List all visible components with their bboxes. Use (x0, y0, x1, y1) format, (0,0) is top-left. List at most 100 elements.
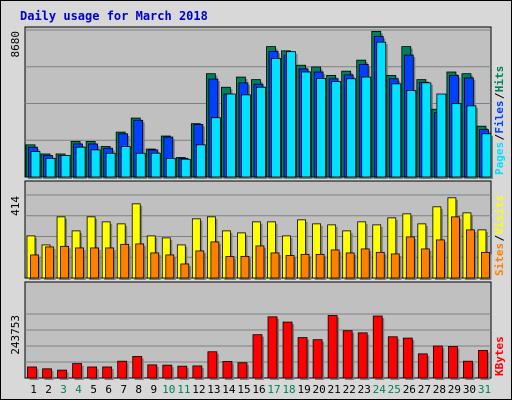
bar-sites-day-15 (240, 255, 250, 279)
x-tick-label-day-23: 23 (358, 383, 371, 396)
bar-pages-day-26 (406, 90, 417, 178)
bar-kbytes-day-12 (192, 365, 203, 379)
bar-kbytes-day-21 (327, 315, 338, 379)
bar-pages-day-9 (150, 152, 161, 178)
bar-kbytes-day-16 (252, 334, 263, 379)
bar-pages-day-21 (331, 81, 342, 178)
bar-pages-day-6 (105, 152, 116, 178)
bar-sites-day-10 (165, 254, 175, 279)
bar-kbytes-day-8 (132, 356, 143, 379)
bar-kbytes-day-9 (147, 364, 158, 379)
bar-kbytes-day-26 (402, 337, 413, 379)
x-tick-label-day-11: 11 (177, 383, 190, 396)
bar-kbytes-day-10 (162, 364, 173, 379)
bar-sites-day-22 (345, 252, 355, 279)
x-tick-label-day-14: 14 (222, 383, 236, 396)
bar-kbytes-day-20 (312, 339, 323, 379)
x-tick-label-day-10: 10 (162, 383, 175, 396)
bar-pages-day-28 (436, 93, 447, 178)
bar-pages-day-24 (376, 41, 387, 178)
bar-pages-day-4 (75, 146, 86, 178)
x-tick-label-day-8: 8 (135, 383, 142, 396)
x-tick-label-day-27: 27 (418, 383, 431, 396)
bar-kbytes-day-3 (57, 369, 67, 379)
legend-sites: Sites (493, 243, 506, 276)
bar-kbytes-day-1 (27, 366, 37, 379)
bar-kbytes-day-18 (282, 321, 293, 379)
chart-title: Daily usage for March 2018 (20, 9, 208, 23)
bar-sites-day-11 (180, 263, 190, 279)
bar-sites-day-24 (375, 251, 385, 279)
bar-sites-day-25 (390, 253, 400, 279)
x-tick-label-day-30: 30 (463, 383, 476, 396)
bar-sites-day-19 (300, 253, 310, 279)
bar-sites-day-4 (75, 247, 84, 279)
bar-pages-day-27 (421, 82, 432, 178)
panel-hits-files-pages-ymax-label: 8680 (9, 31, 22, 58)
bar-sites-day-28 (435, 239, 445, 279)
bar-kbytes-day-14 (222, 361, 233, 379)
bar-pages-day-12 (195, 144, 206, 178)
panel-visits-sites-ymax-label: 414 (9, 196, 22, 216)
bar-sites-day-5 (90, 247, 100, 279)
x-tick-label-day-16: 16 (252, 383, 265, 396)
bar-pages-day-16 (256, 86, 266, 178)
bar-kbytes-day-25 (387, 336, 398, 379)
bar-pages-day-25 (391, 83, 402, 178)
bar-kbytes-day-17 (267, 316, 278, 379)
bar-kbytes-day-22 (342, 330, 353, 379)
x-tick-label-day-7: 7 (120, 383, 127, 396)
bar-sites-day-12 (195, 250, 205, 279)
bar-sites-day-7 (120, 243, 130, 279)
panels-layer: 8680Pages/Files/Hits414Sites/Visits24375… (9, 26, 506, 396)
bar-kbytes-day-30 (463, 360, 473, 379)
bar-pages-day-2 (45, 157, 56, 178)
bar-pages-day-29 (451, 103, 462, 178)
bar-kbytes-day-29 (448, 346, 458, 379)
legend-files: Files (493, 100, 506, 133)
bar-kbytes-day-31 (478, 350, 488, 379)
bar-sites-day-18 (285, 255, 295, 279)
bar-sites-day-16 (255, 245, 265, 279)
legend-separator: / (493, 92, 506, 99)
x-tick-label-day-3: 3 (60, 383, 67, 396)
legend-kbytes: KBytes (493, 336, 506, 376)
bar-kbytes-day-13 (207, 351, 218, 379)
bar-pages-day-17 (271, 58, 281, 178)
bar-pages-day-3 (60, 155, 71, 178)
bar-kbytes-day-19 (297, 337, 308, 379)
bar-pages-day-11 (180, 158, 191, 178)
x-tick-label-day-17: 17 (267, 383, 280, 396)
bar-kbytes-day-7 (117, 360, 128, 379)
bar-kbytes-day-5 (87, 366, 98, 379)
x-tick-label-day-29: 29 (448, 383, 461, 396)
bar-sites-day-14 (225, 256, 235, 279)
legend-visits: Visits (493, 195, 506, 235)
x-tick-label-day-12: 12 (192, 383, 205, 396)
x-tick-label-day-26: 26 (403, 383, 416, 396)
bar-pages-day-30 (466, 105, 477, 178)
bar-pages-day-15 (241, 94, 251, 178)
bar-sites-day-2 (45, 246, 54, 279)
bar-kbytes-day-27 (417, 353, 428, 379)
bar-sites-day-20 (315, 253, 325, 279)
bar-kbytes-day-2 (42, 368, 52, 379)
bar-pages-day-5 (90, 149, 101, 178)
legend-hits: Hits (493, 66, 506, 93)
bar-sites-day-8 (135, 243, 145, 279)
x-tick-label-day-13: 13 (207, 383, 220, 396)
bar-pages-day-19 (301, 71, 311, 178)
bar-pages-day-22 (346, 78, 357, 178)
bar-sites-day-9 (150, 252, 160, 279)
x-tick-label-day-22: 22 (343, 383, 356, 396)
bar-pages-day-8 (135, 152, 146, 178)
x-tick-label-day-9: 9 (150, 383, 157, 396)
bar-kbytes-day-6 (102, 366, 113, 379)
bar-pages-day-31 (481, 133, 492, 178)
x-tick-label-day-20: 20 (313, 383, 326, 396)
legend-separator: / (493, 235, 506, 242)
bar-pages-day-14 (226, 93, 236, 178)
x-tick-label-day-25: 25 (388, 383, 401, 396)
